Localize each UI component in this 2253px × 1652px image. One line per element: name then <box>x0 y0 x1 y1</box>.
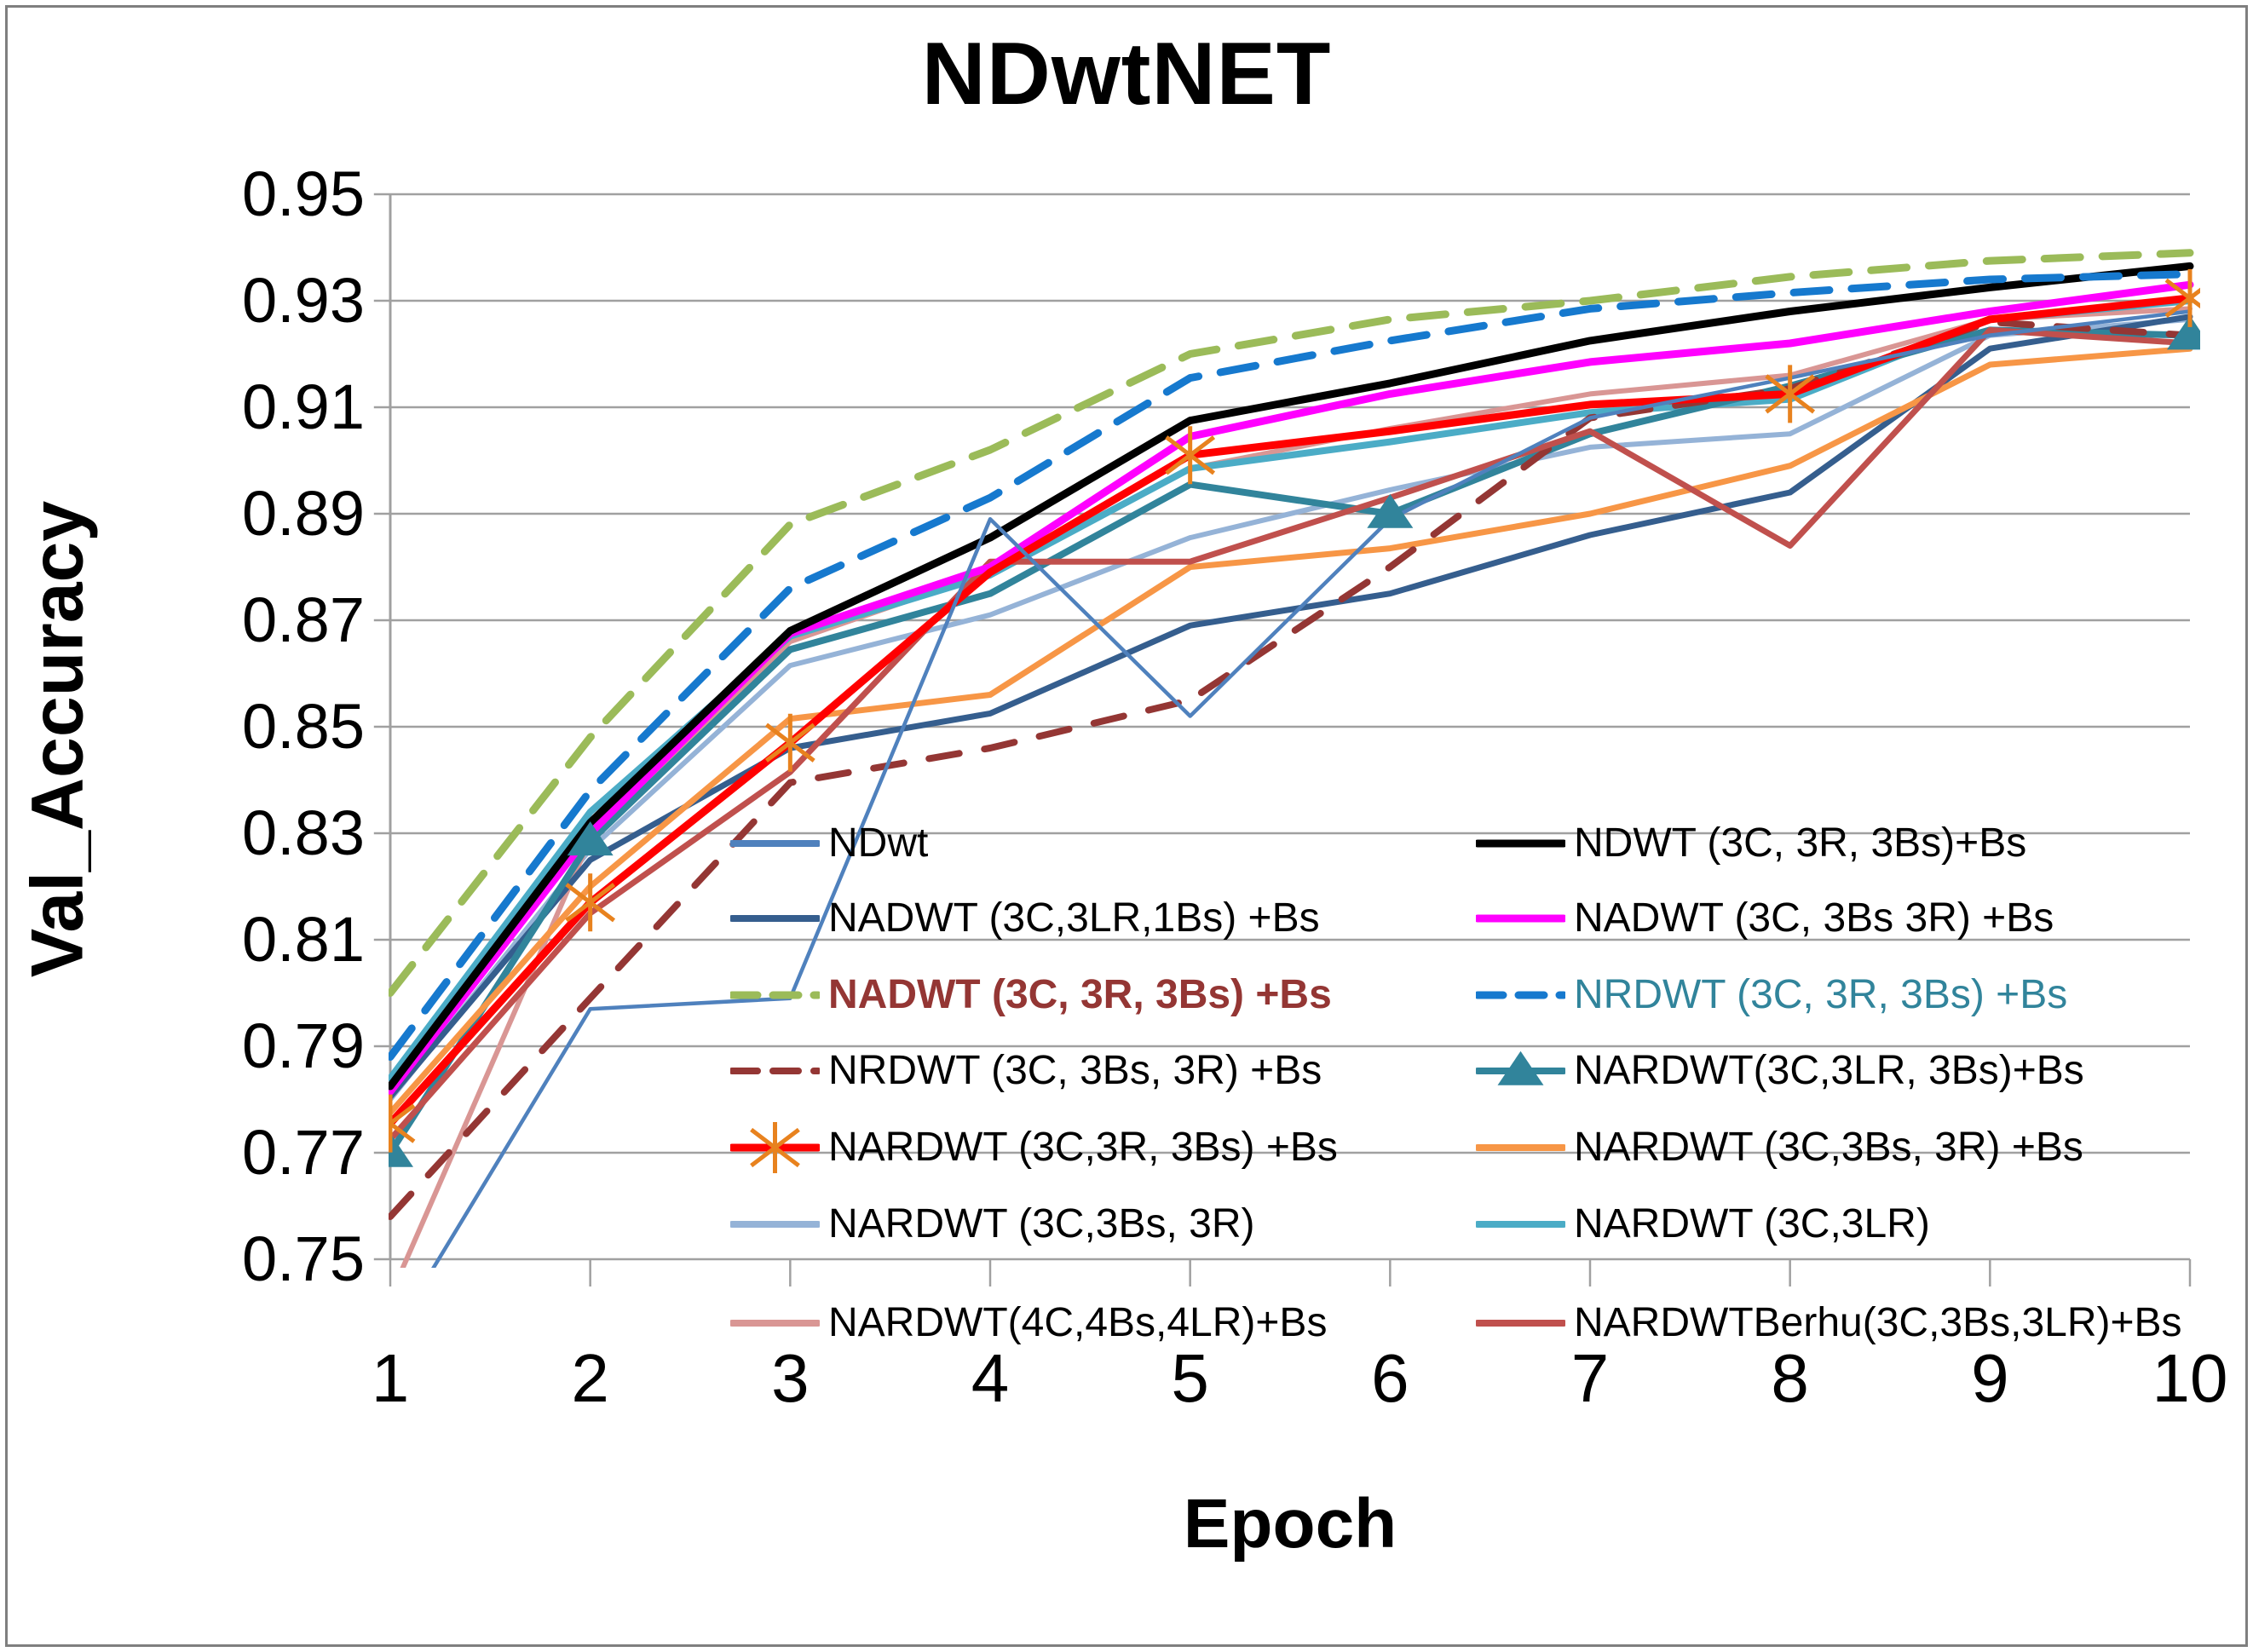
x-tick-label-9: 9 <box>1971 1340 2009 1416</box>
legend-item-6: NARDWT(4C,4Bs,4LR)+Bs <box>730 1298 1327 1349</box>
legend-label: NADWT (3C, 3Bs 3R) +Bs <box>1574 895 2054 941</box>
y-tick-label-0.87: 0.87 <box>241 584 365 655</box>
legend-label: NARDWT (3C,3Bs, 3R) +Bs <box>1574 1125 2083 1170</box>
legend-swatch <box>1476 1221 1565 1228</box>
x-tick-label-6: 6 <box>1371 1340 1409 1416</box>
series-line-5 <box>389 316 2192 1102</box>
x-tick-label-4: 4 <box>971 1340 1010 1416</box>
legend-item-11: NARDWT (3C,3Bs, 3R) +Bs <box>1476 1122 2083 1173</box>
legend-item-9: NRDWT (3C, 3R, 3Bs) +Bs <box>1476 970 2067 1021</box>
legend-swatch <box>1476 991 1565 999</box>
asterisk-marker <box>1765 365 1816 423</box>
x-tick-label-7: 7 <box>1570 1340 1610 1416</box>
y-tick-label-0.91: 0.91 <box>241 371 365 442</box>
y-tick-label-0.93: 0.93 <box>241 265 365 336</box>
y-tick-label-0.83: 0.83 <box>241 797 365 868</box>
triangle-marker <box>1367 493 1414 528</box>
legend-swatch <box>1476 1144 1565 1151</box>
legend-swatch <box>1476 839 1565 848</box>
legend-swatch <box>1476 1320 1565 1327</box>
x-axis-title: Epoch <box>1183 1485 1397 1563</box>
asterisk-marker <box>389 1094 416 1153</box>
legend-item-8: NADWT (3C, 3Bs 3R) +Bs <box>1476 893 2054 944</box>
series-line-6 <box>400 306 2192 1268</box>
legend-label: NDWT (3C, 3R, 3Bs)+Bs <box>1574 820 2027 866</box>
x-tick-label-5: 5 <box>1171 1340 1209 1416</box>
series-line-13 <box>389 326 2193 1143</box>
triangle-marker <box>1497 1050 1544 1085</box>
x-tick-label-10: 10 <box>2152 1340 2228 1416</box>
legend-swatch <box>730 991 820 999</box>
y-tick-label-0.77: 0.77 <box>241 1117 365 1188</box>
legend-swatch <box>730 1221 820 1228</box>
y-tick-label-0.79: 0.79 <box>241 1010 365 1081</box>
legend-label: NARDWT(3C,3LR, 3Bs)+Bs <box>1574 1048 2084 1093</box>
legend-item-10: NARDWT(3C,3LR, 3Bs)+Bs <box>1476 1045 2084 1097</box>
x-tick-label-2: 2 <box>571 1340 609 1416</box>
legend-item-0: NDwt <box>730 818 928 869</box>
series-line-11 <box>389 345 2193 1116</box>
y-tick-label-0.81: 0.81 <box>241 904 365 975</box>
legend-item-7: NDWT (3C, 3R, 3Bs)+Bs <box>1476 818 2026 869</box>
y-tick-label-0.95: 0.95 <box>241 158 365 229</box>
asterisk-marker <box>1165 426 1216 485</box>
series-line-0 <box>431 309 2192 1268</box>
legend-item-1: NADWT (3C,3LR,1Bs) +Bs <box>730 893 1320 944</box>
legend-item-13: NARDWTBerhu(3C,3Bs,3LR)+Bs <box>1476 1298 2182 1349</box>
legend-item-3: NRDWT (3C, 3Bs, 3R) +Bs <box>730 1045 1322 1097</box>
legend-swatch <box>730 840 820 847</box>
legend-label: NARDWTBerhu(3C,3Bs,3LR)+Bs <box>1574 1300 2182 1345</box>
legend-label: NADWT (3C, 3R, 3Bs) +Bs <box>828 972 1332 1017</box>
legend-label: NDwt <box>828 820 929 866</box>
x-tick-label-3: 3 <box>771 1340 810 1416</box>
legend-label: NADWT (3C,3LR,1Bs) +Bs <box>828 895 1320 941</box>
triangle-marker <box>389 1132 413 1167</box>
y-tick-label-0.89: 0.89 <box>241 478 365 549</box>
y-tick-label-0.85: 0.85 <box>241 691 365 762</box>
legend-item-2: NADWT (3C, 3R, 3Bs) +Bs <box>730 970 1332 1021</box>
legend-label: NRDWT (3C, 3Bs, 3R) +Bs <box>828 1048 1322 1093</box>
series-line-2 <box>389 249 2194 997</box>
asterisk-marker <box>2164 268 2200 327</box>
y-tick-label-0.75: 0.75 <box>241 1223 365 1294</box>
series-layer <box>389 249 2200 1268</box>
legend-swatch <box>730 915 820 922</box>
x-tick-label-1: 1 <box>371 1340 410 1416</box>
legend-item-5: NARDWT (3C,3Bs, 3R) <box>730 1199 1255 1250</box>
legend-swatch <box>730 1320 820 1327</box>
legend-swatch <box>1476 1050 1565 1085</box>
legend-swatch <box>1476 914 1565 923</box>
legend-item-4: NARDWT (3C,3R, 3Bs) +Bs <box>730 1122 1338 1173</box>
legend-label: NARDWT (3C,3R, 3Bs) +Bs <box>828 1125 1338 1170</box>
chart-title: NDwtNET <box>921 25 1332 124</box>
asterisk-marker <box>565 873 616 932</box>
legend-label: NARDWT(4C,4Bs,4LR)+Bs <box>828 1300 1328 1345</box>
series-line-8 <box>389 280 2194 1096</box>
image-border <box>5 5 2248 1647</box>
series-line-9 <box>389 270 2194 1061</box>
asterisk-marker <box>764 713 815 772</box>
x-tick-label-8: 8 <box>1771 1340 1809 1416</box>
legend-label: NRDWT (3C, 3R, 3Bs) +Bs <box>1574 972 2068 1017</box>
legend-label: NARDWT (3C,3Bs, 3R) <box>828 1201 1255 1246</box>
asterisk-marker <box>750 1122 800 1173</box>
triangle-marker <box>567 821 614 856</box>
legend-item-12: NARDWT (3C,3LR) <box>1476 1199 1930 1250</box>
series-line-7 <box>389 262 2194 1091</box>
legend-label: NARDWT (3C,3LR) <box>1574 1201 1930 1246</box>
legend-swatch <box>730 1122 820 1173</box>
legend-swatch <box>730 1068 820 1074</box>
